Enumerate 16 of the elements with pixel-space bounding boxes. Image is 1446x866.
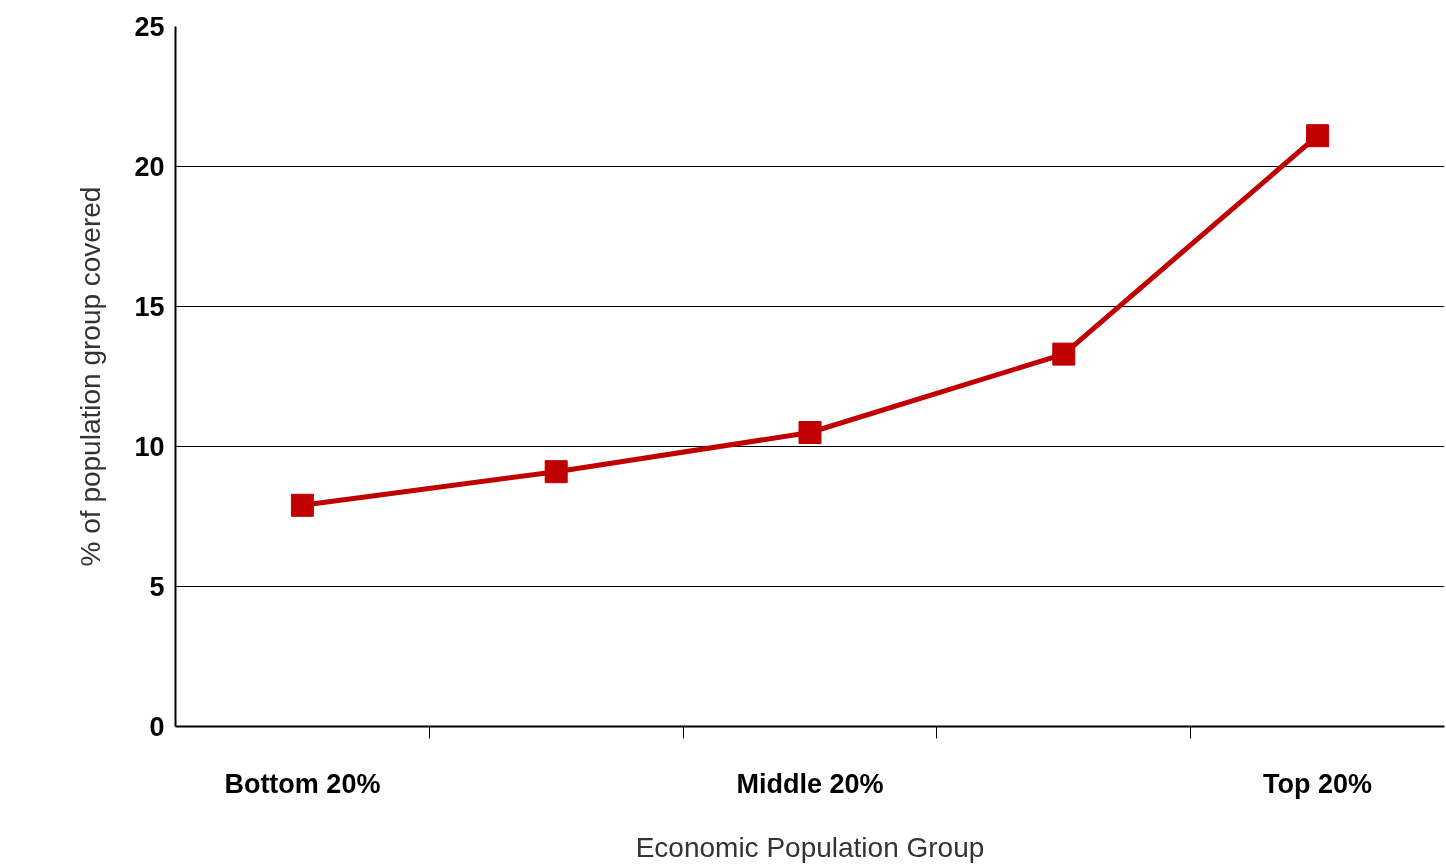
point <box>1052 342 1076 366</box>
x-tick-label: Top 20% <box>1263 768 1373 799</box>
x-tick-label: Bottom 20% <box>224 768 381 799</box>
point <box>544 460 568 484</box>
x-axis-title: Economic Population Group <box>635 831 985 863</box>
y-tick-label: 10 <box>134 432 165 462</box>
point <box>798 421 822 444</box>
y-axis-title: % of population group covered <box>75 186 107 567</box>
y-tick-label: 5 <box>149 572 165 602</box>
y-tick-label: 20 <box>134 152 165 182</box>
y-tick-label: 25 <box>134 12 165 42</box>
x-tick-label: Middle 20% <box>736 768 884 799</box>
point <box>1306 124 1330 148</box>
point <box>290 493 314 517</box>
y-tick-label: 0 <box>149 712 165 742</box>
y-tick-label: 15 <box>134 292 165 322</box>
